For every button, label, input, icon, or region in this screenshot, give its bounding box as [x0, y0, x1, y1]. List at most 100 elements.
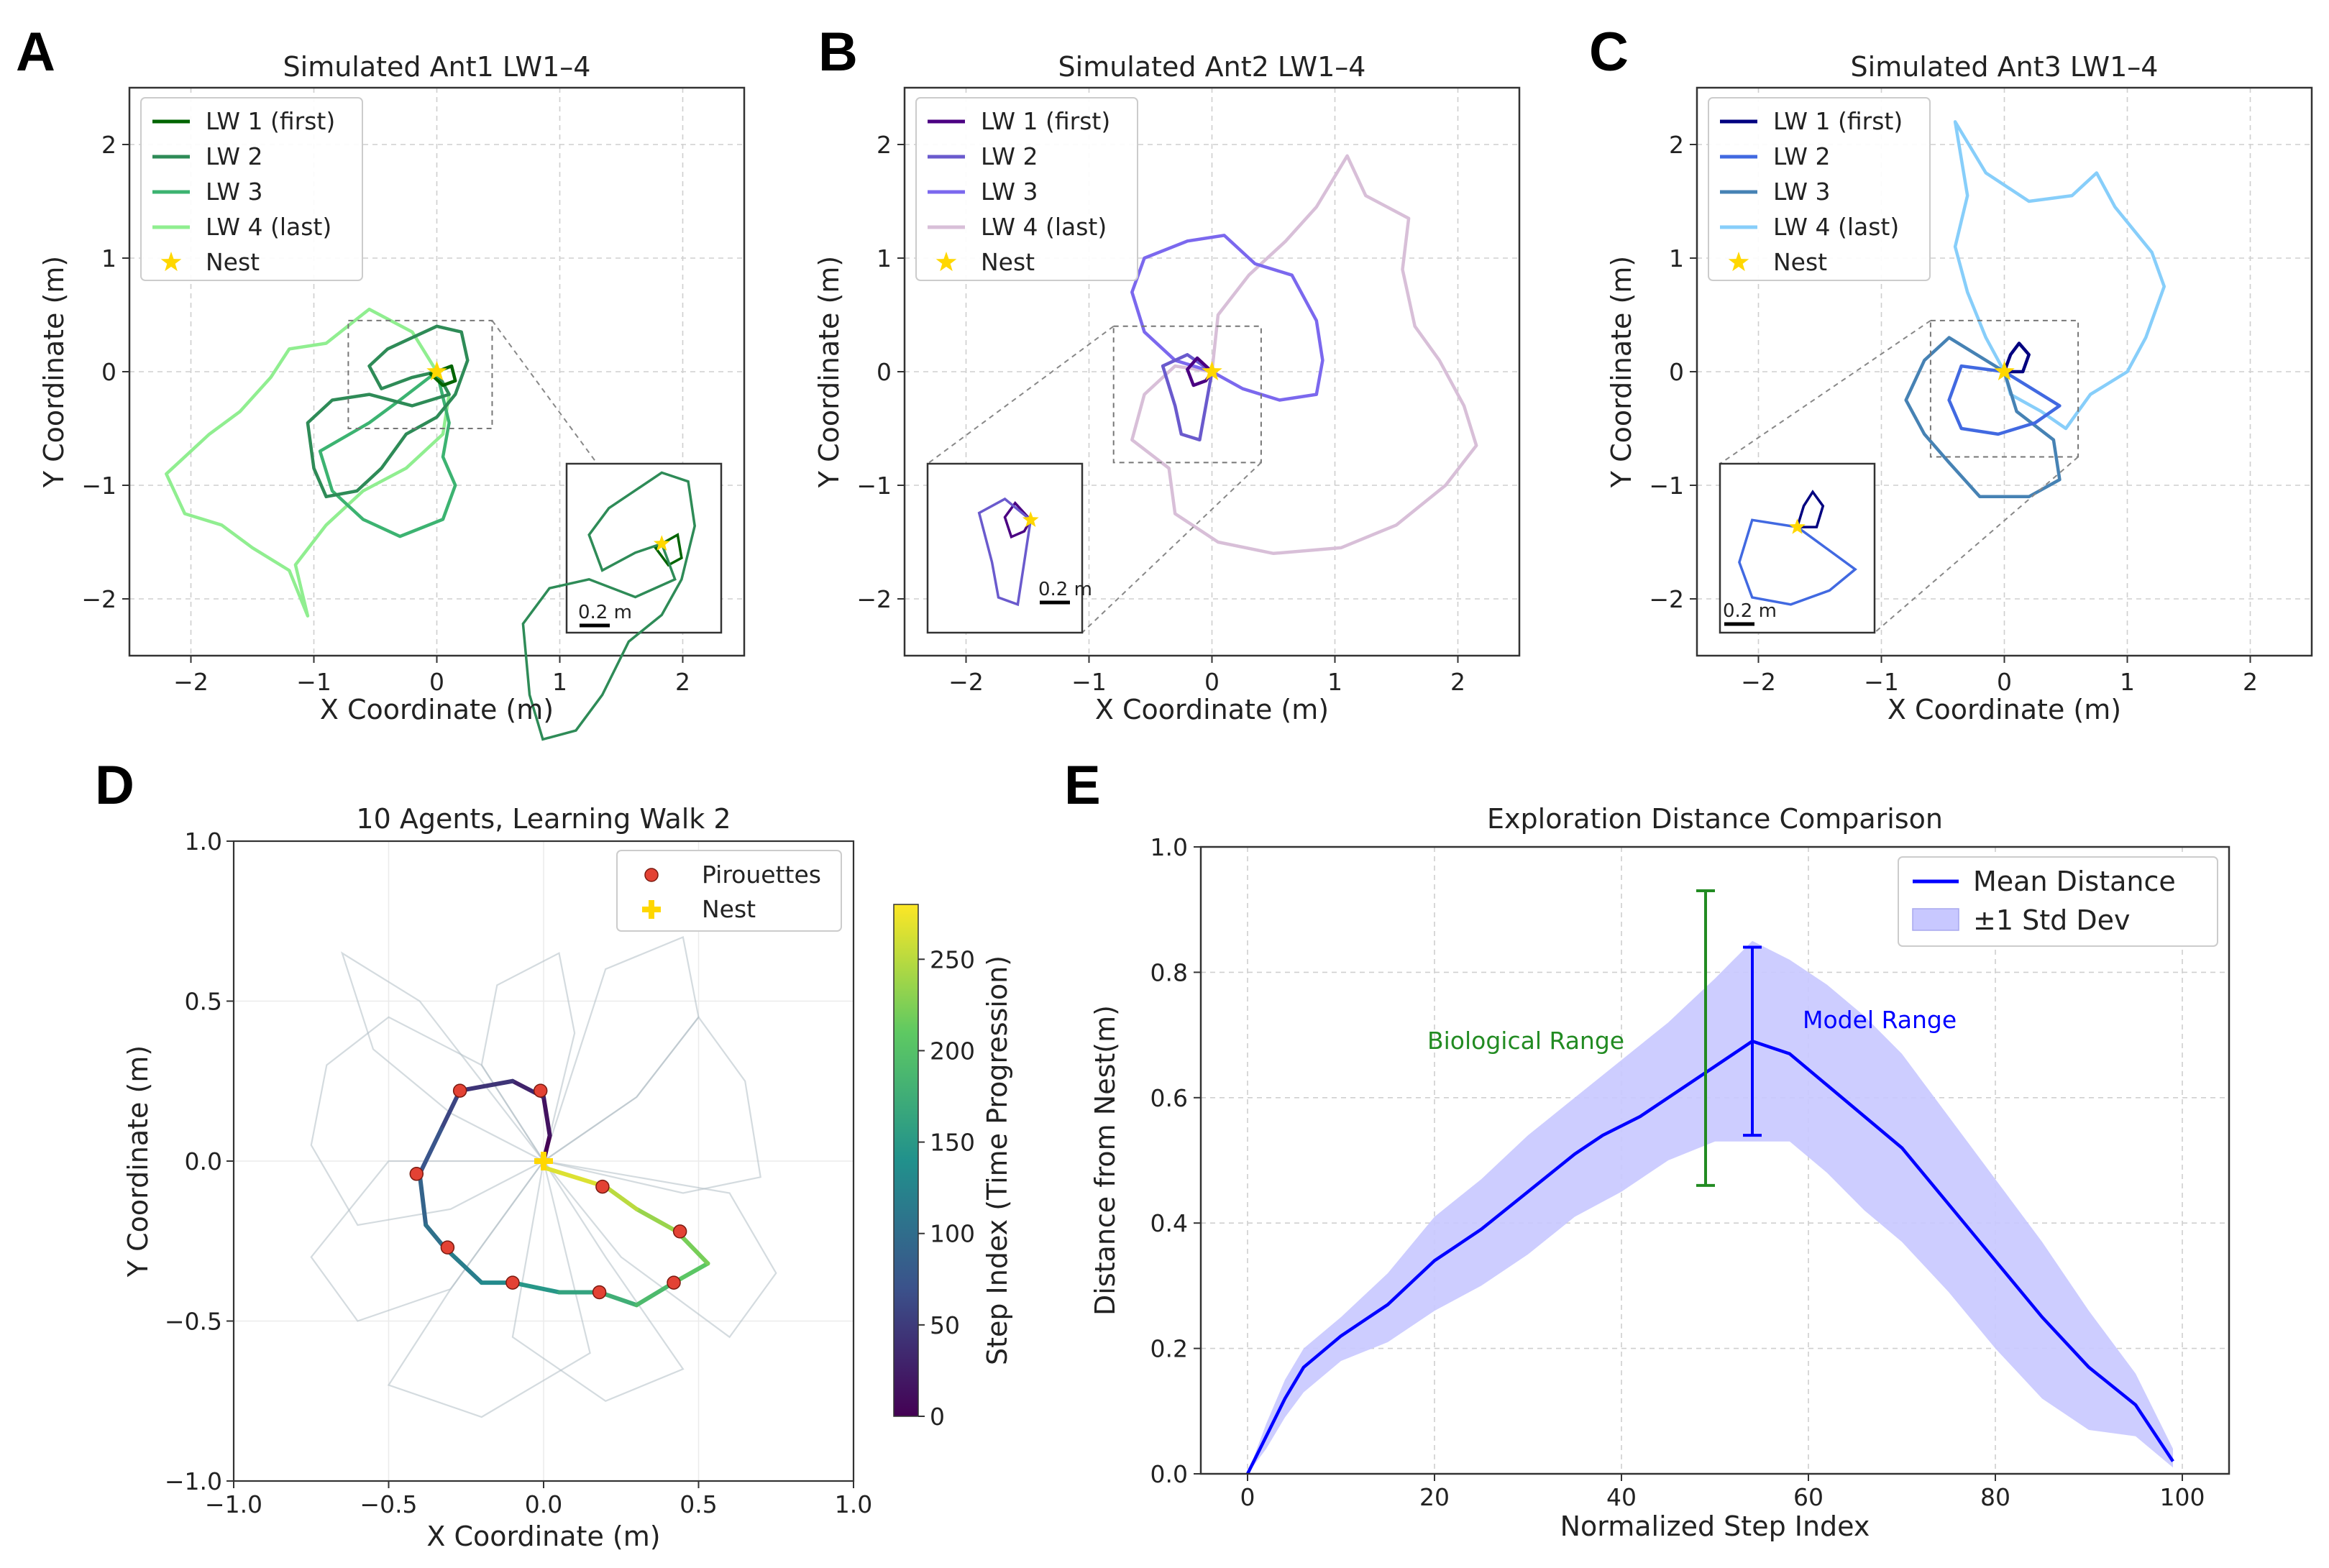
agent-path-background	[543, 1160, 777, 1339]
inset-nest-marker	[1789, 518, 1806, 534]
y-tick-label: 1.0	[185, 827, 222, 856]
chart-a: 0.2 m −2 −1 0 1 2 −2 −1 0 1 2 Simulated Ant1 LW1–4 X…	[38, 51, 746, 741]
colorbar-tick-label: 0	[930, 1403, 945, 1431]
inset-nest-marker	[653, 535, 670, 551]
zoom-region-box	[1929, 319, 2079, 458]
x-tick-label: 2	[1450, 668, 1465, 696]
y-tick-label: 1	[877, 244, 892, 272]
colorbar-tick-label: 150	[930, 1129, 975, 1157]
legend-nest-swatch	[160, 252, 182, 272]
x-tick-label: −1	[296, 668, 331, 696]
pirouette-marker	[440, 1240, 455, 1255]
y-axis-label: Y Coordinate (m)	[122, 1045, 154, 1278]
pirouette-marker	[592, 1285, 607, 1300]
agent-path-background	[340, 951, 544, 1162]
x-axis-label: Normalized Step Index	[1560, 1510, 1870, 1542]
inset-frame	[1719, 462, 1876, 634]
y-axis-label: Y Coordinate (m)	[1606, 256, 1637, 488]
x-tick-label: 1	[552, 668, 567, 696]
panel-title: Simulated Ant1 LW1–4	[283, 51, 591, 83]
legend-label: LW 3	[1773, 178, 1830, 206]
y-tick-label: 0.4	[1150, 1209, 1188, 1237]
std-dev-band	[1248, 940, 2173, 1474]
chart-b: 0.2 m −2 −1 0 1 2 −2 −1 0 1 2 Simulated Ant2 LW1–4 X…	[813, 51, 1521, 725]
main-path-segment	[541, 1095, 552, 1138]
mean-distance-line	[1245, 1040, 2174, 1475]
legend-label: LW 3	[981, 178, 1038, 206]
main-path-segment	[634, 1280, 677, 1308]
y-tick-label: 0.6	[1150, 1084, 1188, 1112]
agent-path-background	[310, 1016, 544, 1227]
model-range-label: Model Range	[1803, 1006, 1957, 1034]
series-line-lw-3	[1130, 234, 1324, 402]
scale-bar-label: 0.2 m	[1038, 579, 1092, 600]
x-tick-label: 0	[1204, 668, 1220, 696]
x-tick-label: −2	[1741, 668, 1776, 696]
plot-frame	[1199, 845, 2230, 1475]
y-tick-label: −2	[1649, 585, 1684, 613]
agent-path-background	[511, 1160, 685, 1403]
y-axis-label: Distance from Nest(m)	[1089, 1005, 1121, 1316]
main-path-segment	[417, 1127, 444, 1176]
panel-letter-d: D	[95, 755, 134, 816]
main-path-segment	[457, 1078, 515, 1094]
agent-path-background	[480, 952, 576, 1162]
inset-series-line	[1003, 501, 1032, 539]
legend-label: ±1 Std Dev	[1973, 904, 2130, 936]
pirouette-marker	[505, 1275, 520, 1290]
legend-label: Nest	[1773, 248, 1827, 276]
x-tick-label: 100	[2160, 1483, 2205, 1511]
main-path-segment	[424, 1223, 447, 1250]
zoom-connector	[1719, 320, 1931, 464]
series-line-lw-4-last-	[1953, 120, 2166, 431]
x-tick-label: −1	[1864, 668, 1899, 696]
legend-label: LW 2	[206, 142, 262, 170]
legend-label: LW 2	[981, 142, 1038, 170]
legend-box	[1898, 856, 2218, 947]
main-path-segment	[541, 1165, 608, 1189]
zoom-connector	[1081, 462, 1262, 633]
colorbar-label: Step Index (Time Progression)	[982, 955, 1013, 1365]
x-axis-label: X Coordinate (m)	[426, 1521, 660, 1552]
x-tick-label: 2	[675, 668, 690, 696]
colorbar-tick-label: 50	[930, 1311, 960, 1339]
series-line-lw-2	[1947, 364, 2062, 436]
y-tick-label: 0	[101, 358, 116, 386]
y-tick-label: −1.0	[165, 1467, 222, 1495]
y-tick-label: 0.2	[1150, 1335, 1188, 1363]
legend-box	[616, 850, 842, 932]
x-tick-label: 1.0	[835, 1490, 872, 1518]
x-tick-label: 0	[1997, 668, 2012, 696]
y-tick-label: 0.5	[185, 988, 222, 1016]
pirouette-marker	[595, 1179, 610, 1194]
x-tick-label: −2	[173, 668, 209, 696]
legend-band-swatch	[1912, 908, 1959, 931]
series-line-lw-1-first-	[429, 364, 457, 388]
x-tick-label: −1	[1071, 668, 1107, 696]
inset-frame	[926, 462, 1084, 634]
pirouette-marker	[533, 1083, 548, 1098]
x-tick-label: 0.0	[525, 1490, 562, 1518]
series-line-lw-4-last-	[1130, 154, 1478, 556]
series-line-lw-3	[318, 370, 457, 538]
legend-label: Nest	[981, 248, 1035, 276]
y-tick-label: 1	[1669, 244, 1684, 272]
x-tick-label: 1	[1327, 668, 1342, 696]
pirouette-marker	[452, 1083, 467, 1098]
legend-box	[140, 97, 363, 281]
legend-label: Nest	[702, 895, 756, 923]
y-tick-label: 2	[101, 131, 116, 159]
chart-e: Biological Range Model Range 0 20 40 60 80 100 0…	[1089, 803, 2230, 1542]
x-axis-label: X Coordinate (m)	[1095, 694, 1329, 725]
x-tick-label: 80	[1980, 1483, 2010, 1511]
y-tick-label: 0.8	[1150, 958, 1188, 986]
legend-nest-swatch	[935, 252, 957, 272]
nest-marker	[534, 1152, 553, 1170]
y-tick-label: −0.5	[165, 1308, 222, 1336]
legend-box	[1708, 97, 1931, 281]
bio-range-label: Biological Range	[1427, 1027, 1624, 1055]
panel-title: Exploration Distance Comparison	[1487, 803, 1943, 835]
x-tick-label: −1.0	[205, 1490, 262, 1518]
legend-nest-swatch	[642, 900, 661, 919]
x-axis-label: X Coordinate (m)	[320, 694, 554, 725]
